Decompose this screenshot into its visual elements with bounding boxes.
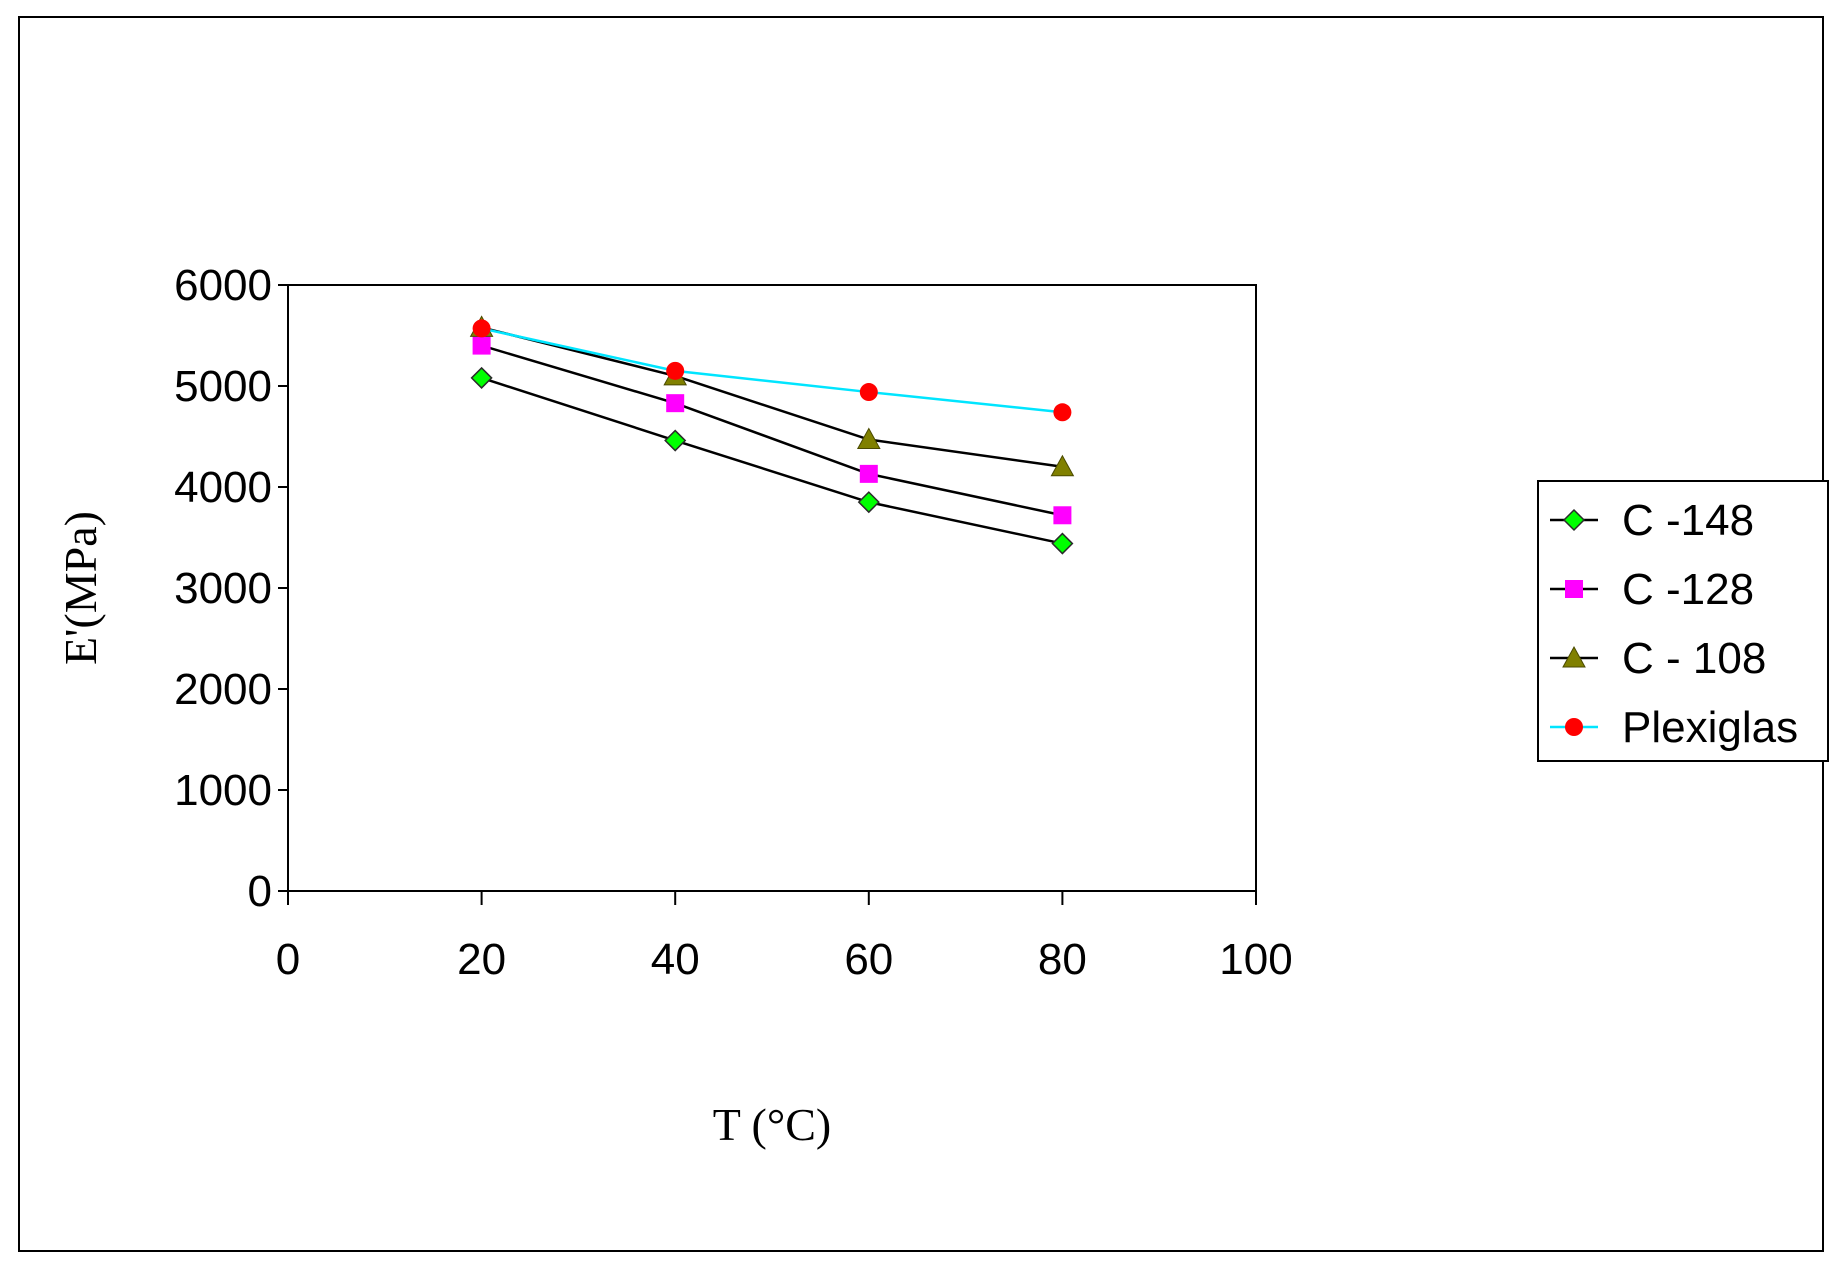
y-tick-label: 0 bbox=[248, 867, 272, 916]
y-tick-label: 3000 bbox=[174, 564, 272, 613]
legend-label: C - 108 bbox=[1622, 634, 1766, 683]
x-tick-label: 80 bbox=[1038, 935, 1087, 984]
legend-label: C -148 bbox=[1622, 496, 1754, 545]
series-3 bbox=[472, 319, 1072, 422]
legend-item: Plexiglas bbox=[1550, 703, 1798, 752]
legend-label: Plexiglas bbox=[1622, 703, 1798, 752]
y-tick-label: 5000 bbox=[174, 362, 272, 411]
x-axis-title: T (°C) bbox=[713, 1099, 831, 1150]
legend-item: C - 108 bbox=[1550, 634, 1766, 683]
series-line bbox=[481, 327, 1063, 414]
data-point bbox=[859, 383, 878, 402]
data-point bbox=[470, 366, 493, 389]
series-0 bbox=[470, 366, 1074, 555]
legend-item: C -128 bbox=[1550, 565, 1754, 614]
legend-item: C -148 bbox=[1550, 496, 1754, 545]
data-point bbox=[1051, 532, 1074, 555]
legend-marker bbox=[1562, 645, 1586, 668]
x-tick-label: 60 bbox=[844, 935, 893, 984]
legend: C -148 C -128 C - 108 Plexiglas bbox=[1537, 480, 1829, 762]
data-point bbox=[472, 319, 491, 338]
data-point bbox=[664, 429, 687, 452]
data-point bbox=[856, 427, 881, 450]
data-point bbox=[666, 361, 685, 380]
y-axis: 0 1000 2000 3000 4000 5000 6000 bbox=[174, 261, 288, 916]
legend-box bbox=[1537, 480, 1829, 762]
x-tick-label: 40 bbox=[651, 935, 700, 984]
series-1 bbox=[472, 336, 1072, 525]
plot-background bbox=[287, 284, 1257, 892]
data-point bbox=[1053, 403, 1072, 422]
series-line bbox=[481, 344, 1063, 517]
series-layer bbox=[469, 315, 1075, 555]
legend-marker bbox=[1565, 580, 1583, 598]
x-tick-label: 100 bbox=[1219, 935, 1292, 984]
y-tick-label: 4000 bbox=[174, 463, 272, 512]
data-point bbox=[472, 336, 491, 355]
legend-marker bbox=[1562, 508, 1586, 532]
series-line bbox=[481, 326, 1063, 469]
y-axis-title: E'(MPa) bbox=[55, 511, 106, 665]
legend-label: C -128 bbox=[1622, 565, 1754, 614]
legend-marker bbox=[1565, 718, 1583, 736]
data-point bbox=[666, 394, 685, 413]
y-tick-label: 6000 bbox=[174, 261, 272, 310]
y-tick-label: 1000 bbox=[174, 766, 272, 815]
y-tick-label: 2000 bbox=[174, 665, 272, 714]
x-tick-label: 20 bbox=[457, 935, 506, 984]
plot-area bbox=[287, 284, 1257, 892]
data-point bbox=[1053, 506, 1072, 525]
x-axis: 0 20 40 60 80 100 bbox=[276, 891, 1293, 984]
data-point bbox=[859, 464, 878, 483]
x-tick-label: 0 bbox=[276, 935, 300, 984]
series-line bbox=[481, 376, 1063, 545]
data-point bbox=[1050, 454, 1075, 477]
data-point bbox=[857, 491, 880, 514]
